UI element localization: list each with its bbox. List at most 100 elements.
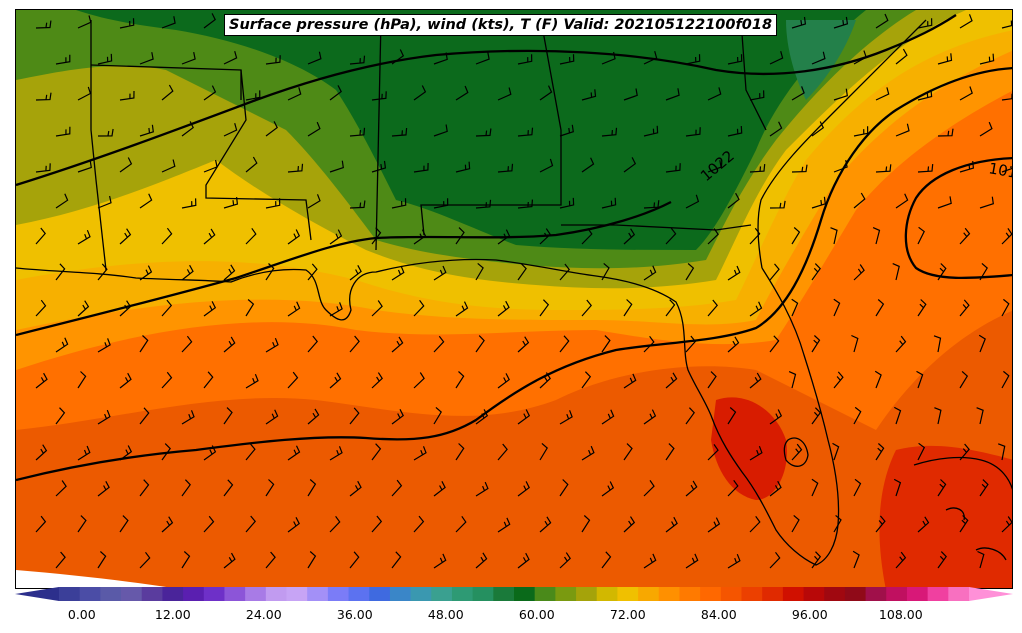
wind-barb <box>391 479 403 497</box>
wind-barb <box>433 52 448 65</box>
coastline-atlantic <box>757 19 927 269</box>
wind-barb <box>371 300 383 317</box>
colorbar-tick-label: 84.00 <box>700 607 737 622</box>
temp-region-red-florida <box>711 397 787 500</box>
wind-barb <box>749 227 761 245</box>
wind-barb <box>892 263 900 281</box>
wind-barbs <box>35 13 1012 569</box>
wind-barb <box>119 228 132 245</box>
wind-barb <box>769 335 780 353</box>
wind-barb <box>307 194 321 209</box>
wind-barb <box>55 480 67 497</box>
wind-barb <box>623 443 633 461</box>
wind-barb <box>77 445 91 461</box>
wind-barb <box>727 54 743 65</box>
wind-barb <box>223 264 236 281</box>
wind-barb <box>287 229 301 245</box>
wind-barb <box>895 123 910 137</box>
wind-barb <box>413 229 427 245</box>
wind-barb <box>203 13 216 29</box>
wind-barb <box>497 229 511 245</box>
wind-barb <box>181 551 191 569</box>
wind-barb <box>853 478 862 497</box>
wind-barb <box>35 227 46 245</box>
wind-barb <box>475 409 489 425</box>
wind-barb <box>727 336 740 353</box>
wind-barb <box>959 161 975 173</box>
wind-barb <box>665 516 678 533</box>
wind-barb <box>139 407 150 425</box>
wind-barb <box>937 128 954 137</box>
wind-barb <box>265 198 281 209</box>
wind-barb <box>707 517 721 533</box>
colorbar-cell <box>886 587 908 601</box>
wind-barb <box>265 121 278 137</box>
wind-barb <box>1001 516 1012 533</box>
isobar-upper-left <box>16 14 957 187</box>
wind-barb <box>559 197 575 209</box>
wind-barb <box>517 481 530 497</box>
wind-barb <box>559 410 573 425</box>
colorbar-cell <box>679 587 701 601</box>
colorbar-cell <box>348 587 370 601</box>
wind-barb <box>55 54 71 65</box>
wind-barb <box>601 262 610 281</box>
wind-barb <box>223 552 236 569</box>
wind-barb <box>749 515 761 533</box>
wind-barb <box>349 407 360 425</box>
wind-barb <box>685 407 695 425</box>
wind-barb <box>181 410 195 425</box>
wind-barb <box>791 443 803 461</box>
wind-barb <box>685 335 697 353</box>
wind-barb <box>685 553 699 569</box>
wind-barb <box>853 126 869 137</box>
wind-barb <box>349 127 366 137</box>
wind-barb <box>161 516 174 533</box>
wind-barb <box>391 127 408 137</box>
colorbar-cell <box>658 587 681 601</box>
wind-barb <box>791 298 799 317</box>
wind-barb <box>874 370 882 389</box>
wind-barb <box>623 516 636 533</box>
wind-barb <box>853 406 862 425</box>
wind-barb <box>517 409 531 425</box>
wind-barb <box>979 479 989 497</box>
wind-barb <box>97 409 111 425</box>
wind-barb <box>1001 298 1010 317</box>
wind-barb <box>539 85 553 101</box>
wind-barb <box>643 51 658 65</box>
wind-barb <box>875 13 889 29</box>
isobar-label-101: 101 <box>987 159 1013 182</box>
state-border-3 <box>205 69 312 241</box>
wind-barb <box>119 372 132 389</box>
wind-barb <box>601 335 611 353</box>
wind-barb <box>245 227 257 245</box>
wind-barb <box>979 262 988 281</box>
state-border-1 <box>90 20 107 271</box>
wind-barb <box>601 409 615 425</box>
wind-barb <box>895 335 907 353</box>
colorbar-cell <box>100 587 122 601</box>
wind-barb <box>1001 228 1012 245</box>
wind-barb <box>181 264 194 281</box>
wind-barb <box>769 51 784 65</box>
wind-barb <box>875 299 885 317</box>
colorbar-cell <box>638 587 660 601</box>
colorbar-cell <box>327 587 350 601</box>
wind-barb <box>223 479 234 497</box>
wind-barb <box>517 199 533 209</box>
wind-barb <box>917 89 933 101</box>
colorbar <box>15 587 1013 601</box>
wind-barb <box>475 262 484 281</box>
wind-barb <box>433 265 447 281</box>
wind-barb <box>727 265 741 281</box>
wind-barb <box>517 336 530 353</box>
wind-barb <box>852 550 860 569</box>
wind-barb <box>581 445 595 461</box>
wind-barb <box>791 16 807 29</box>
wind-barb <box>55 337 69 353</box>
wind-barb <box>685 194 700 209</box>
wind-barb <box>139 52 154 65</box>
wind-barb <box>665 299 676 317</box>
wind-barb <box>497 163 514 173</box>
